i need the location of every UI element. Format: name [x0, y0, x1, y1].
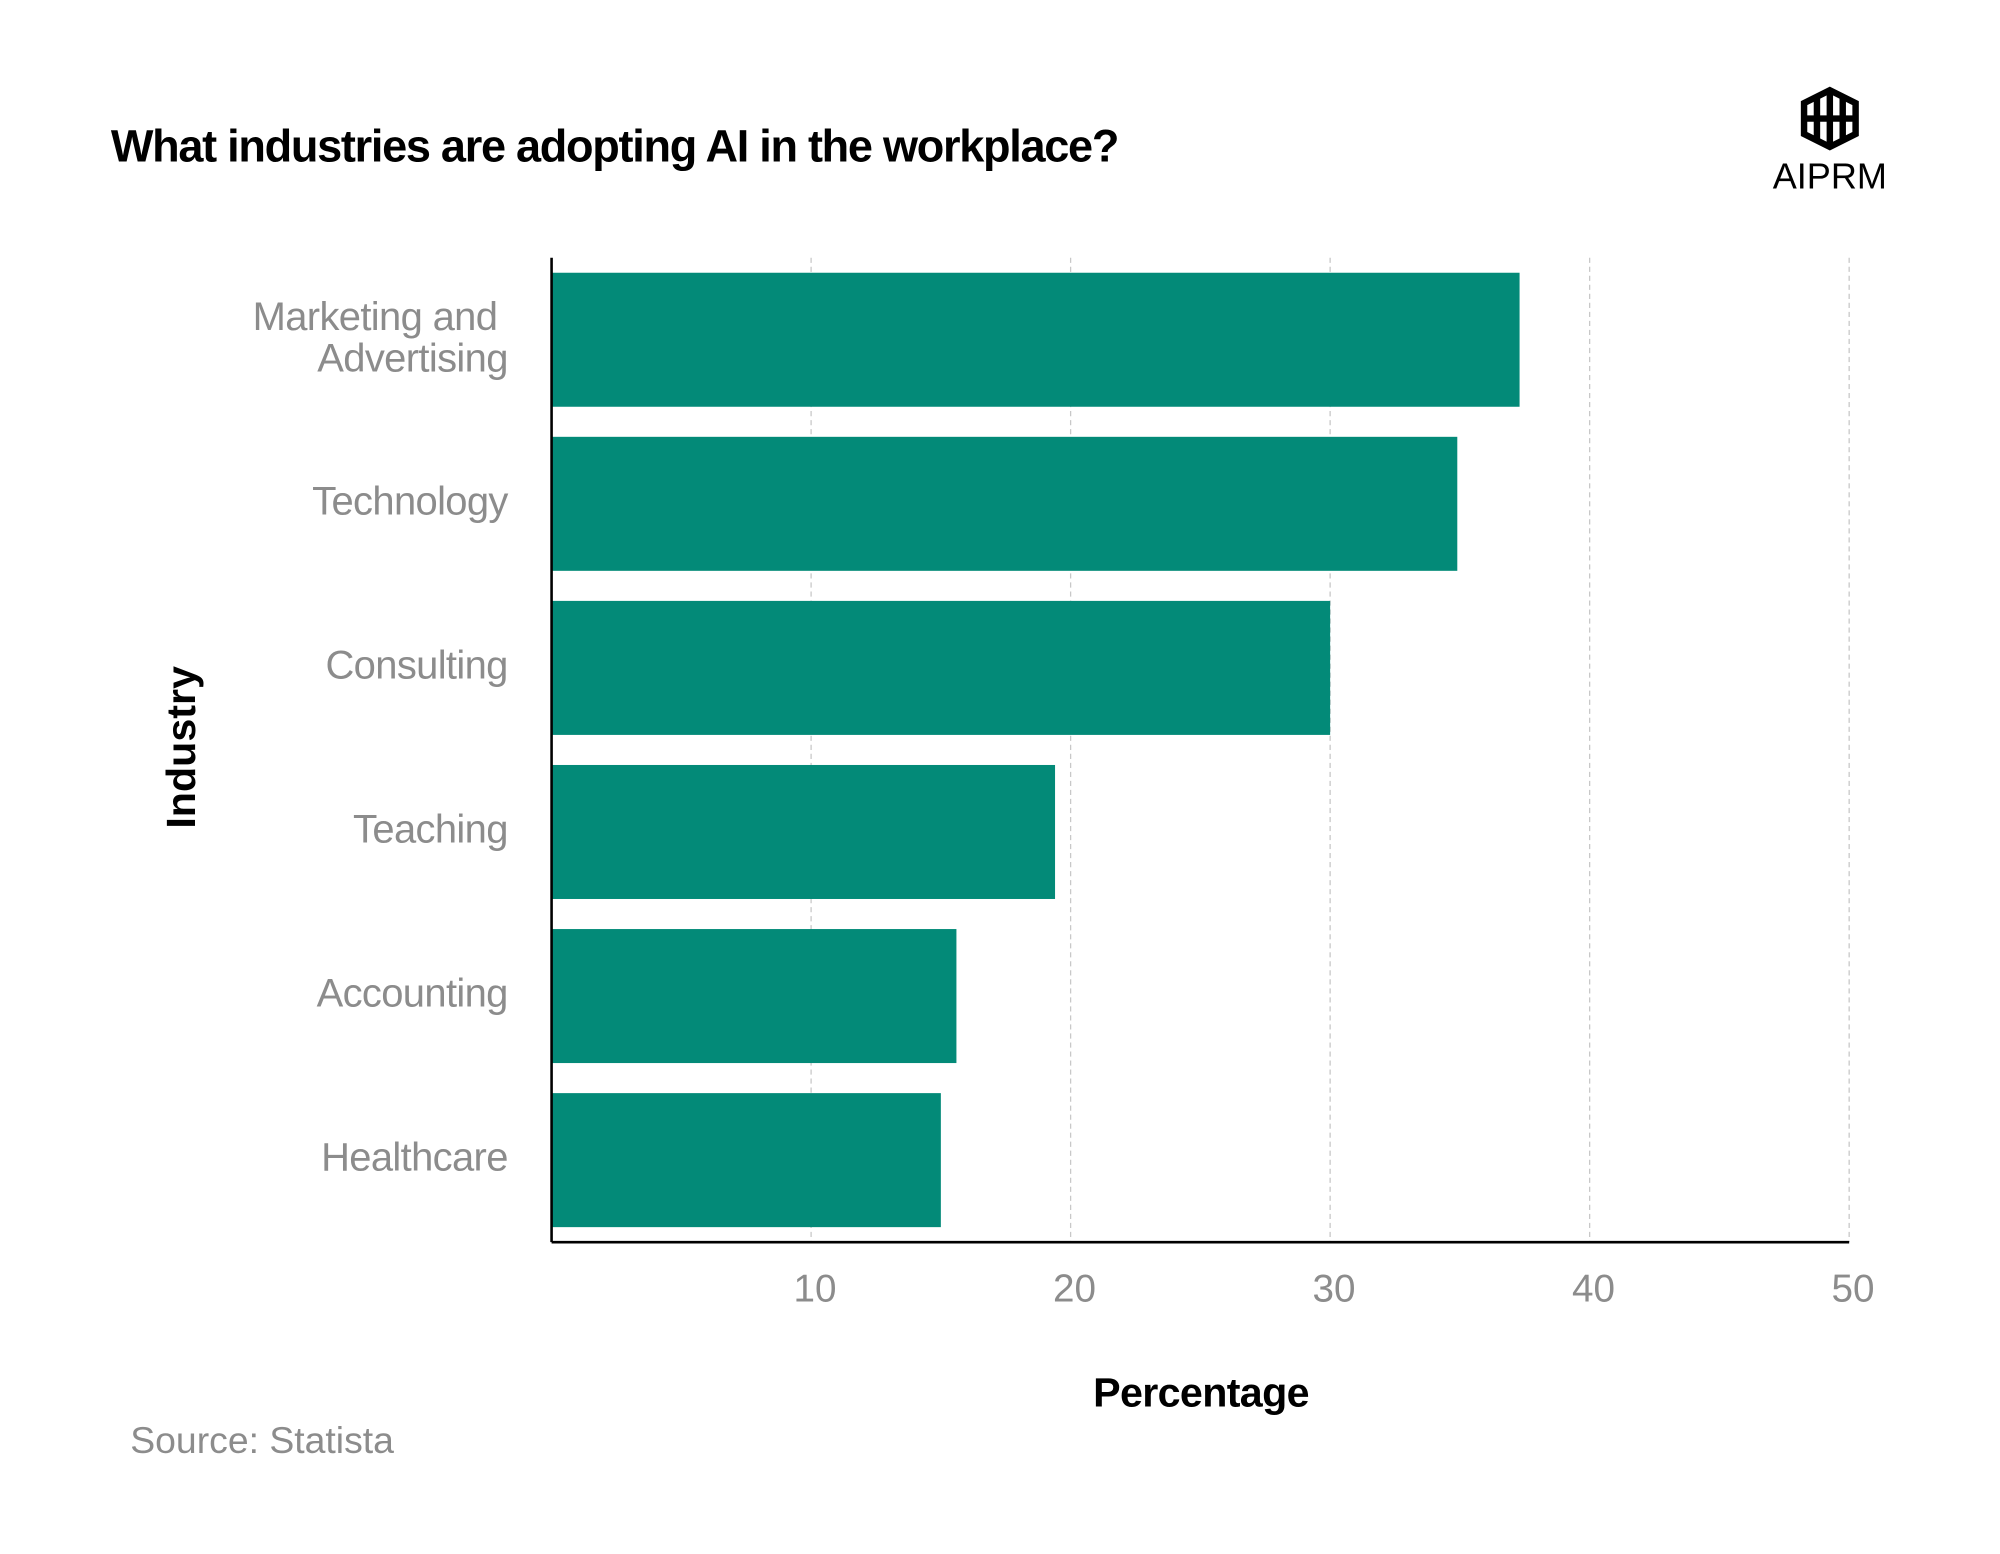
y-tick-label: Accounting [317, 972, 508, 1016]
bar [551, 272, 1520, 407]
chart-title: What industries are adopting AI in the w… [111, 120, 1118, 171]
bar [551, 929, 957, 1064]
x-axis-label: Percentage [1093, 1369, 1309, 1415]
x-tick-label: 40 [1572, 1267, 1615, 1310]
y-tick-label: Technology [312, 479, 508, 523]
x-tick-label: 30 [1313, 1267, 1356, 1310]
y-tick-label: Consulting [325, 643, 507, 687]
source-note: Source: Statista [130, 1419, 394, 1461]
bar [551, 600, 1331, 735]
bar [551, 436, 1458, 571]
bar [551, 764, 1056, 899]
y-axis-label: Industry [158, 666, 204, 829]
bar [551, 1093, 941, 1228]
x-tick-label: 50 [1832, 1267, 1875, 1310]
x-tick-label: 10 [793, 1267, 836, 1310]
y-tick-label: Healthcare [321, 1136, 508, 1180]
logo-text: AIPRM [1773, 156, 1887, 197]
x-tick-label: 20 [1053, 1267, 1096, 1310]
y-tick-label: Teaching [353, 808, 508, 852]
logo-icon [1800, 86, 1859, 151]
y-tick-label: Marketing and Advertising [253, 295, 508, 380]
